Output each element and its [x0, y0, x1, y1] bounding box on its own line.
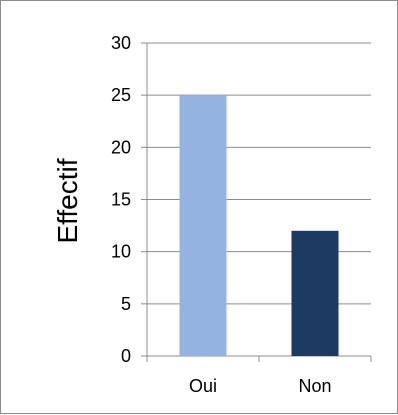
bars	[179, 95, 339, 357]
y-tick-label: 30	[111, 33, 131, 53]
y-axis-title: Effectif	[52, 158, 83, 243]
x-tick-label-oui: Oui	[189, 376, 217, 396]
y-tick-label: 20	[111, 137, 131, 157]
y-tick-label: 10	[111, 242, 131, 262]
bar-non	[291, 230, 339, 356]
x-tick-label-non: Non	[298, 376, 331, 396]
y-tick-label: 25	[111, 85, 131, 105]
y-tick-label: 0	[121, 346, 131, 366]
bar-oui	[179, 95, 227, 357]
tick-labels: 0 5 10 15 20 25 30 Oui Non	[111, 33, 332, 396]
y-tick-label: 5	[121, 294, 131, 314]
y-tick-label: 15	[111, 190, 131, 210]
